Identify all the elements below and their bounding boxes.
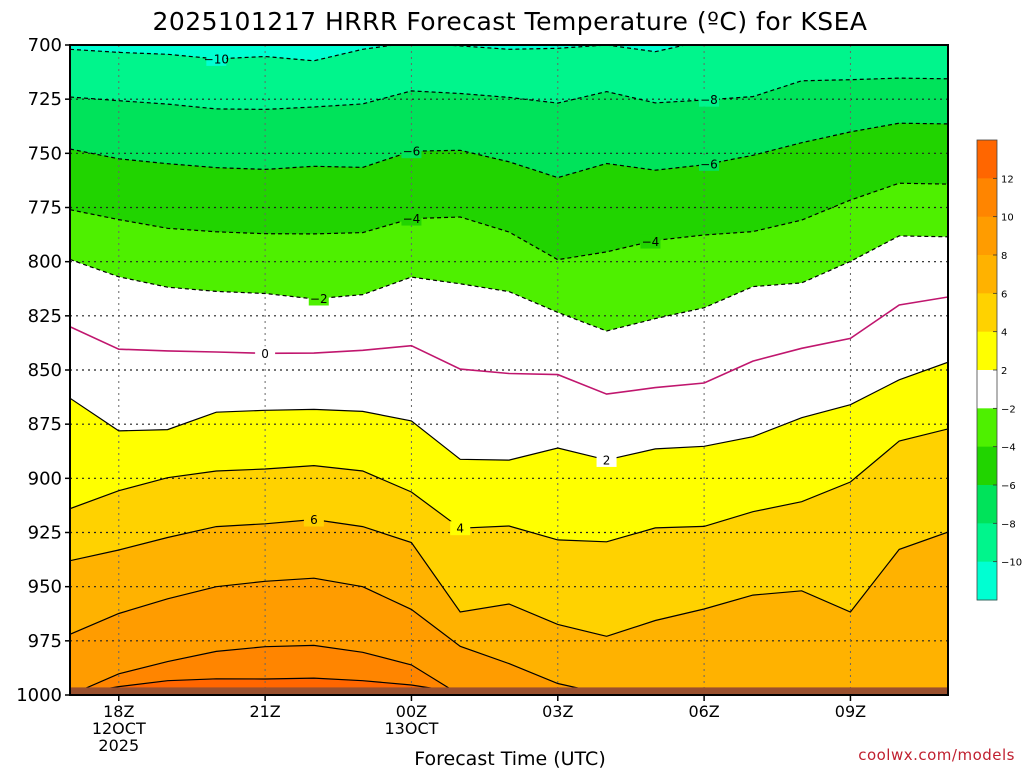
colorbar-tick-label: 8	[1001, 251, 1007, 262]
credit-text: coolwx.com/models	[858, 746, 1015, 764]
isotherm-line	[70, 296, 948, 395]
x-axis-title: Forecast Time (UTC)	[414, 748, 605, 768]
colorbar: 12 10 8 6 4 2 −2 −4 −6 −8 −10	[976, 139, 1022, 601]
isotherm-line	[70, 677, 948, 695]
axes: 700 725 750 775 800 825 850 875 900 925 950 975 1000…	[16, 35, 949, 755]
isotherm-line	[70, 428, 948, 543]
x-tick-label: 12OCT	[92, 719, 146, 738]
isotherm-line	[70, 361, 948, 461]
y-tick-label: 1000	[16, 685, 62, 706]
contour-label: 2	[603, 453, 611, 467]
y-tick-label: 825	[28, 306, 62, 327]
y-tick-label: 750	[28, 143, 62, 164]
colorbar-swatch	[977, 140, 997, 179]
colorbar-swatch	[977, 446, 997, 486]
contour-label-bg	[401, 211, 422, 226]
isotherm-line	[70, 122, 948, 179]
contour-label-bg	[255, 346, 276, 361]
y-tick-label: 950	[28, 577, 62, 598]
colorbar-tick-label: −8	[1001, 519, 1016, 530]
contour-labels: −10 −8 −6 −6 −4 −4 −2 0 2 4 6	[204, 51, 719, 536]
isotherm-line	[70, 45, 688, 62]
y-tick-label: 900	[28, 468, 62, 489]
contour-label-bg	[698, 92, 719, 107]
colorbar-swatch	[977, 561, 997, 601]
y-tick-label: 925	[28, 523, 62, 544]
colorbar-tick-label: 6	[1001, 289, 1007, 300]
colorbar-swatch	[977, 255, 997, 294]
x-tick-label: 21Z	[249, 702, 280, 721]
contour-label: 6	[310, 513, 318, 527]
y-tick-label: 975	[28, 631, 62, 652]
band-fill	[70, 45, 948, 110]
colorbar-tick-label: −2	[1001, 404, 1016, 415]
contour-label-bg	[640, 234, 661, 249]
x-tick-label: 13OCT	[384, 719, 438, 738]
colorbar-swatch	[977, 178, 997, 218]
contour-label-bg	[450, 521, 471, 536]
colorbar-tick-label: −6	[1001, 481, 1016, 492]
colorbar-swatch	[977, 408, 997, 448]
ground-strip	[70, 687, 948, 695]
chart-title: 2025101217 HRRR Forecast Temperature (ºC…	[152, 7, 867, 36]
colorbar-tick-label: −10	[1001, 558, 1022, 569]
contour-label: 0	[261, 347, 269, 361]
y-tick-label: 875	[28, 414, 62, 435]
colorbar-swatch	[977, 485, 997, 524]
y-tick-label: 775	[28, 198, 62, 219]
contour-label: −2	[310, 292, 328, 306]
colorbar-tick-label: −4	[1001, 443, 1016, 454]
contour-label: −6	[403, 145, 421, 159]
x-tick-label: 03Z	[542, 702, 573, 721]
isotherm-line	[70, 518, 948, 637]
contour-label-bg	[596, 452, 617, 467]
contour-label: 4	[456, 522, 464, 536]
colorbar-tick-label: 4	[1001, 328, 1007, 339]
isotherm-line	[70, 182, 948, 261]
colorbar-tick-label: 10	[1001, 213, 1014, 224]
x-tick-label: 00Z	[396, 702, 427, 721]
y-tick-label: 725	[28, 89, 62, 110]
isotherm-line	[70, 644, 948, 695]
contour-label: −8	[700, 93, 718, 107]
x-tick-label: 2025	[98, 736, 139, 755]
contour-label-bg	[308, 291, 329, 306]
y-tick-label: 700	[28, 35, 62, 56]
colorbar-swatch	[977, 293, 997, 333]
colorbar-swatch	[977, 216, 997, 256]
contour-label: −4	[403, 212, 421, 226]
x-tick-label: 18Z	[103, 702, 134, 721]
contour-label-bg	[698, 156, 719, 171]
contour-label: −6	[700, 157, 718, 171]
grid	[70, 45, 948, 695]
isotherm-lines	[70, 45, 948, 695]
contour-label: −10	[204, 52, 229, 66]
isotherm-line	[70, 235, 948, 332]
isotherm-line	[70, 77, 948, 111]
contour-label-bg	[206, 51, 227, 66]
colorbar-tick-label: 12	[1001, 174, 1014, 185]
y-tick-label: 800	[28, 252, 62, 273]
x-tick-label: 09Z	[835, 702, 866, 721]
x-tick-label: 06Z	[688, 702, 719, 721]
colorbar-swatch	[977, 331, 997, 371]
colorbar-swatch	[977, 370, 997, 409]
contour-label-bg	[401, 144, 422, 159]
y-tick-label: 850	[28, 360, 62, 381]
contour-label: −4	[642, 235, 660, 249]
colorbar-tick-label: 2	[1001, 366, 1007, 377]
contour-label-bg	[303, 512, 324, 527]
filled-contours	[70, 45, 948, 695]
colorbar-swatch	[977, 523, 997, 563]
isotherm-line	[70, 577, 948, 695]
plot-area: −10 −8 −6 −6 −4 −4 −2 0 2 4 6	[70, 45, 948, 695]
